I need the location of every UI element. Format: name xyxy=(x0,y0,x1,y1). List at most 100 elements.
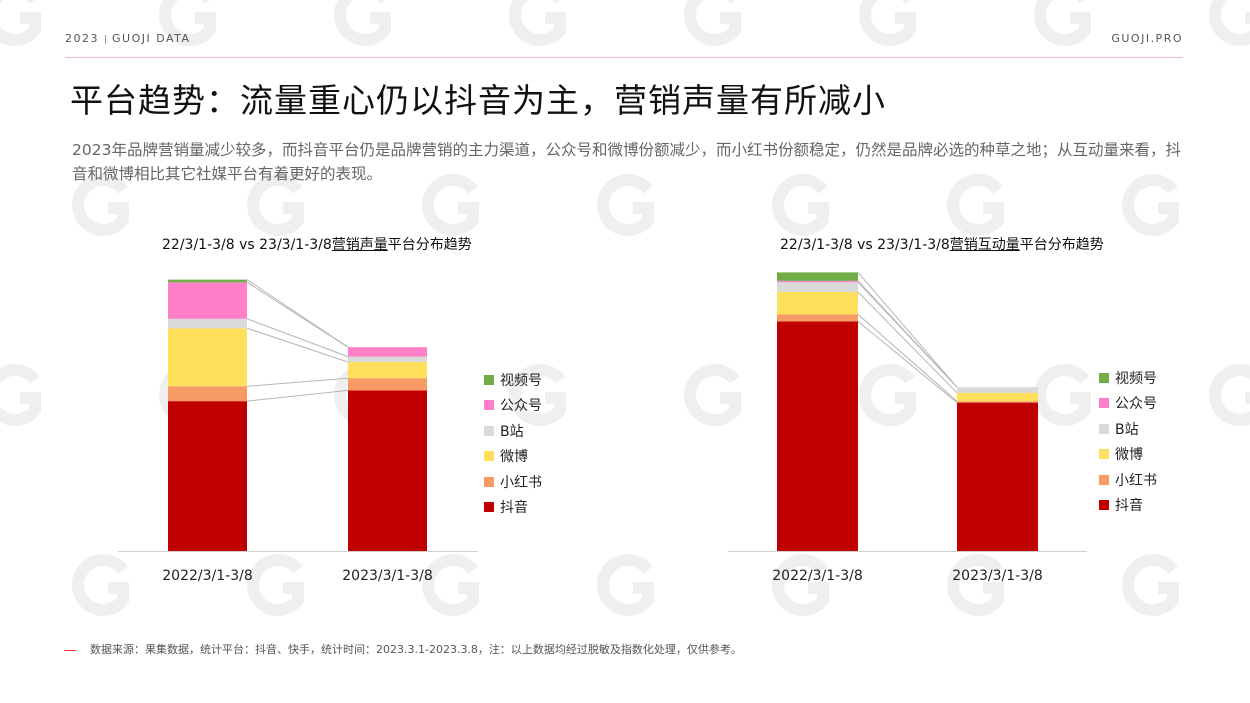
footnote-dash xyxy=(64,649,76,651)
chart2-title: 22/3/1-3/8 vs 23/3/1-3/8营销互动量平台分布趋势 xyxy=(780,234,1104,254)
header-brand: 2023 GUOJI DATA xyxy=(65,32,191,45)
chart2-title-underlined: 营销互动量 xyxy=(949,237,1020,253)
watermark-logo xyxy=(243,550,313,620)
watermark-logo xyxy=(1205,360,1250,430)
page-subtitle: 2023年品牌营销量减少较多，而抖音平台仍是品牌营销的主力渠道，公众号和微博份额… xyxy=(72,141,1181,183)
chart1-bar-2-公众号 xyxy=(348,347,427,357)
chart1-title-underlined: 营销声量 xyxy=(331,237,388,253)
watermark-logo xyxy=(1205,0,1250,50)
watermark-logo xyxy=(943,550,1013,620)
legend-item: 视频号 xyxy=(1099,365,1157,391)
chart1-bar-2-B站 xyxy=(348,356,427,362)
chart1-bar-1-B站 xyxy=(168,318,247,329)
watermark-logo xyxy=(0,360,50,430)
watermark-logo xyxy=(505,360,575,430)
watermark-logo xyxy=(1030,0,1100,50)
chart1-connector-line xyxy=(246,318,349,358)
legend-swatch xyxy=(1099,423,1109,434)
watermark-logo xyxy=(680,0,750,50)
chart2-connector-line xyxy=(857,272,958,388)
legend-swatch xyxy=(1099,372,1109,383)
chart2-bar-1-抖音 xyxy=(777,321,858,551)
watermark-logo xyxy=(855,0,925,50)
legend-label: 微博 xyxy=(500,449,528,466)
watermark-logo xyxy=(943,170,1013,240)
watermark-logo xyxy=(593,550,663,620)
chart2-category-label: 2022/3/1-3/8 xyxy=(772,568,862,584)
watermark-logo xyxy=(330,0,400,50)
watermark-logo xyxy=(1118,550,1188,620)
legend-item: 微博 xyxy=(1099,442,1157,468)
legend-swatch xyxy=(484,502,494,513)
chart1-bar-1-小红书 xyxy=(168,386,247,402)
legend-swatch xyxy=(1099,398,1109,409)
legend-label: 公众号 xyxy=(500,398,542,415)
legend-item: 公众号 xyxy=(484,393,542,419)
watermark-logo xyxy=(855,360,925,430)
chart1-bar-1-视频号 xyxy=(168,279,247,283)
chart1-title: 22/3/1-3/8 vs 23/3/1-3/8营销声量平台分布趋势 xyxy=(162,234,472,254)
chart1-bar-2-微博 xyxy=(348,362,427,379)
legend-swatch xyxy=(484,451,494,462)
chart1-category-label: 2022/3/1-3/8 xyxy=(162,568,252,584)
chart1-bar-1-抖音 xyxy=(168,401,247,551)
legend-item: B站 xyxy=(1099,416,1157,442)
chart1-title-suffix: 平台分布趋势 xyxy=(387,237,472,253)
chart2-category-label: 2023/3/1-3/8 xyxy=(952,568,1042,584)
legend-label: 小红书 xyxy=(1115,472,1157,489)
watermark-logo xyxy=(155,0,225,50)
chart1-legend: 视频号公众号 B站微博小红书抖音 xyxy=(484,367,542,520)
watermark-logo xyxy=(680,360,750,430)
chart1-category-label: 2023/3/1-3/8 xyxy=(342,568,432,584)
chart2-bar-2-B站 xyxy=(957,387,1038,393)
chart1-bar-1-公众号 xyxy=(168,282,247,319)
watermark-logo xyxy=(593,170,663,240)
legend-item: 小红书 xyxy=(1099,467,1157,493)
legend-label: B站 xyxy=(500,423,524,440)
chart1-connector-line xyxy=(246,279,349,348)
legend-label: 视频号 xyxy=(1115,370,1157,387)
chart2-title-suffix: 平台分布趋势 xyxy=(1019,237,1104,253)
legend-label: 微博 xyxy=(1115,447,1143,464)
legend-label: 视频号 xyxy=(500,372,542,389)
chart2-connector-line xyxy=(857,291,958,394)
page-title: 平台趋势：流量重心仍以抖音为主，营销声量有所减小 xyxy=(70,81,886,120)
chart2-bar-2-抖音 xyxy=(957,402,1038,551)
legend-swatch xyxy=(484,476,494,487)
chart1-bar-2-小红书 xyxy=(348,378,427,391)
chart1-title-prefix: 22/3/1-3/8 vs 23/3/1-3/8 xyxy=(162,237,332,253)
footnote-text: 数据来源：果集数据，统计平台：抖音、快手，统计时间：2023.3.1-2023.… xyxy=(90,643,742,656)
chart2-bar-1-视频号 xyxy=(777,272,858,281)
chart2-connector-line xyxy=(857,280,958,388)
legend-swatch xyxy=(484,374,494,385)
chart1-connector-line xyxy=(246,327,349,363)
chart2-bar-1-B站 xyxy=(777,282,858,292)
legend-item: 公众号 xyxy=(1099,391,1157,417)
chart2-connector-line xyxy=(857,321,958,403)
legend-label: B站 xyxy=(1115,421,1139,438)
watermark-logo xyxy=(768,170,838,240)
watermark-logo xyxy=(768,550,838,620)
watermark-logo xyxy=(1118,170,1188,240)
chart2-connector-line xyxy=(857,314,958,402)
watermark-logo xyxy=(1030,360,1100,430)
chart2-bar-1-公众号 xyxy=(777,280,858,283)
legend-item: 小红书 xyxy=(484,469,542,495)
chart2-bar-1-小红书 xyxy=(777,314,858,322)
watermark-logo xyxy=(0,0,50,50)
chart1-bar-1-微博 xyxy=(168,328,247,387)
legend-swatch xyxy=(484,400,494,411)
legend-item: 抖音 xyxy=(484,495,542,521)
chart2-bar-1-微博 xyxy=(777,292,858,315)
chart2-title-prefix: 22/3/1-3/8 vs 23/3/1-3/8 xyxy=(780,237,950,253)
header-site: GUOJI.PRO xyxy=(1111,32,1183,45)
legend-swatch xyxy=(1099,500,1109,511)
legend-label: 小红书 xyxy=(500,474,542,491)
watermark-logo xyxy=(243,170,313,240)
chart1-bar-2-抖音 xyxy=(348,390,427,551)
legend-swatch xyxy=(1099,449,1109,460)
legend-label: 公众号 xyxy=(1115,396,1157,413)
chart2-legend: 视频号 公众号 B站 微博 小红书 抖音 xyxy=(1099,365,1157,518)
chart1-connector-line xyxy=(246,377,349,387)
